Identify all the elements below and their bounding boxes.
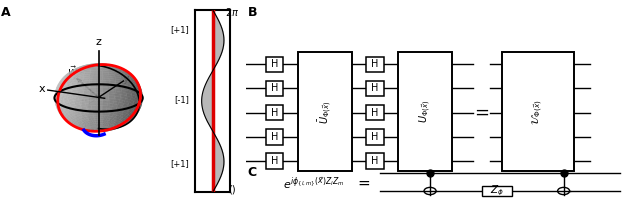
Text: H: H: [371, 108, 379, 118]
Text: $\mathcal{U}_{\Phi(\vec{x})}$: $\mathcal{U}_{\Phi(\vec{x})}$: [531, 99, 545, 125]
Bar: [398, 52, 452, 171]
Text: H: H: [371, 83, 379, 93]
Bar: [366, 105, 383, 120]
Text: H: H: [371, 132, 379, 142]
Bar: [366, 153, 383, 169]
Text: $\bar{U}_{\Phi(\vec{x})}$: $\bar{U}_{\Phi(\vec{x})}$: [316, 100, 333, 124]
Text: [-1]: [-1]: [174, 96, 189, 104]
Text: H: H: [371, 59, 379, 69]
Text: (): (): [228, 184, 236, 194]
Bar: [502, 52, 573, 171]
Text: =: =: [474, 104, 490, 122]
Bar: [366, 81, 383, 96]
Circle shape: [424, 187, 436, 195]
Text: H: H: [271, 83, 278, 93]
Text: C: C: [248, 166, 257, 179]
Bar: [482, 186, 512, 196]
Text: H: H: [371, 156, 379, 166]
Bar: [366, 129, 383, 145]
Bar: [266, 129, 284, 145]
Text: =: =: [357, 176, 370, 190]
Text: $U_{\Phi(\vec{x})}$: $U_{\Phi(\vec{x})}$: [417, 100, 433, 123]
Text: [+1]: [+1]: [170, 160, 189, 168]
Bar: [266, 153, 284, 169]
Text: A: A: [1, 6, 11, 19]
Text: B: B: [248, 6, 257, 19]
Text: $Z_\phi$: $Z_\phi$: [490, 184, 504, 198]
Text: $2\pi$: $2\pi$: [225, 6, 239, 18]
Text: H: H: [271, 156, 278, 166]
Bar: [298, 52, 351, 171]
Text: H: H: [271, 108, 278, 118]
Bar: [266, 81, 284, 96]
Text: [+1]: [+1]: [170, 25, 189, 34]
Text: $e^{i\phi_{\{l,m\}}(\vec{x})Z_lZ_m}$: $e^{i\phi_{\{l,m\}}(\vec{x})Z_lZ_m}$: [282, 175, 344, 191]
Bar: [266, 57, 284, 72]
Text: H: H: [271, 59, 278, 69]
Bar: [266, 105, 284, 120]
Text: H: H: [271, 132, 278, 142]
Bar: [366, 57, 383, 72]
Circle shape: [557, 187, 570, 195]
